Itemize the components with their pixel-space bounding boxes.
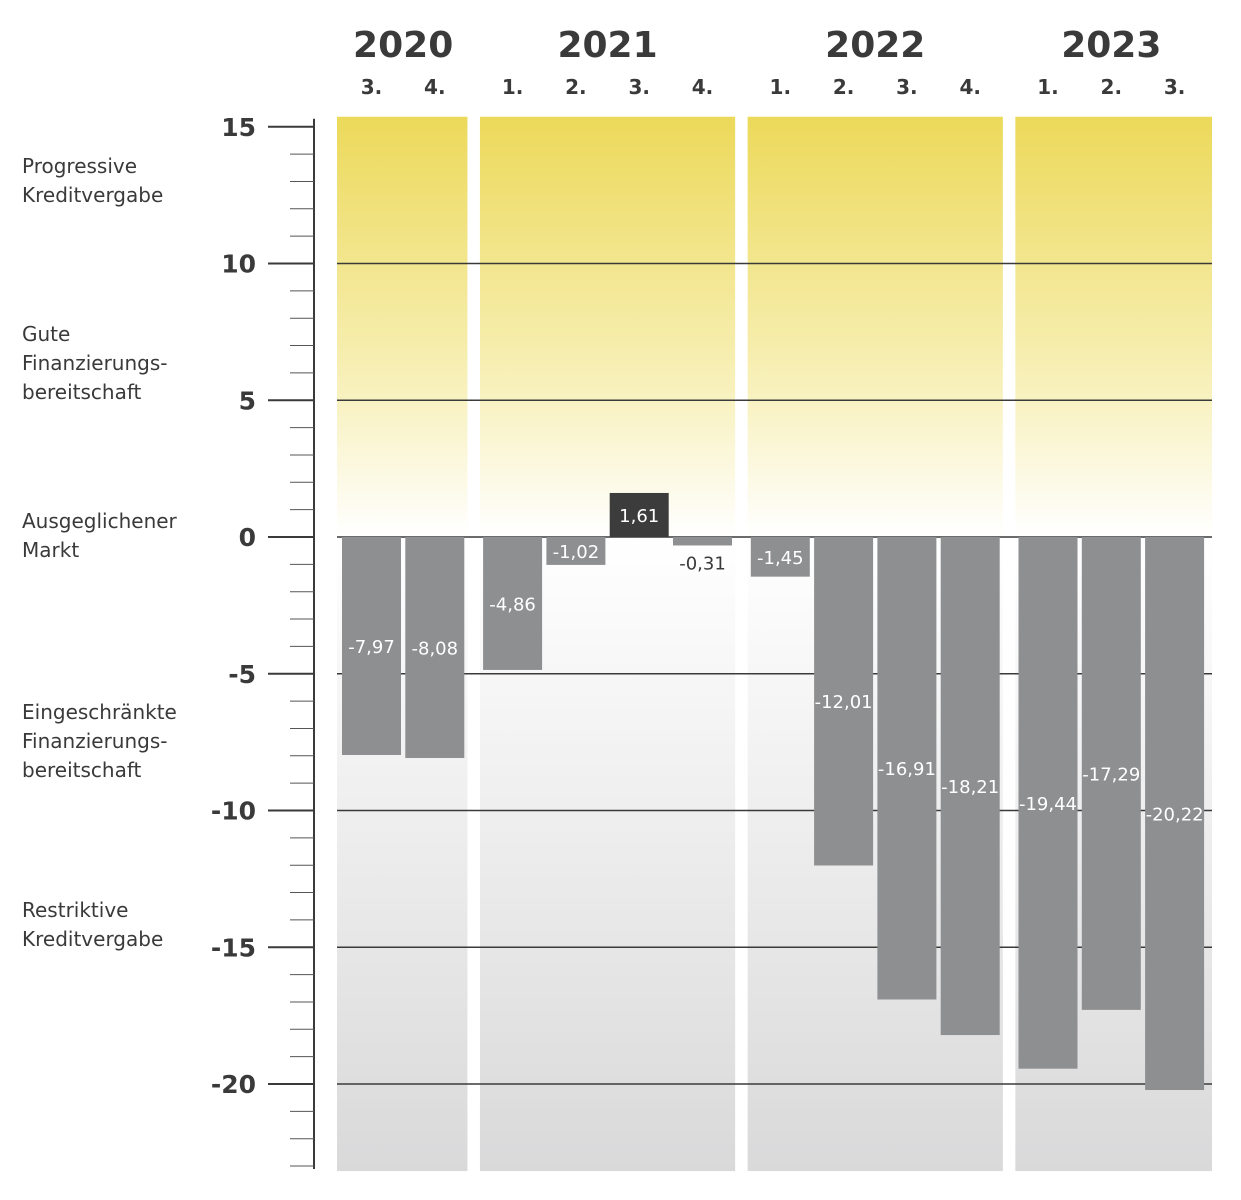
zone-label: Eingeschränkte Finanzierungs-bereitschaft [22, 700, 177, 782]
year-label: 2023 [1061, 25, 1161, 66]
value-label: -18,21 [941, 777, 999, 798]
value-label: -16,91 [878, 759, 936, 780]
bar [609, 492, 669, 537]
zone-label-line: Progressive [22, 154, 137, 178]
quarter-label: 3. [1164, 75, 1186, 99]
bar [673, 537, 732, 546]
zone-label: Gute Finanzierungs-bereitschaft [22, 322, 167, 404]
quarter-label: 3. [361, 75, 383, 99]
zone-label-line: bereitschaft [22, 380, 142, 404]
value-label: -4,86 [489, 594, 536, 615]
value-label: -7,97 [348, 637, 395, 658]
zone-label-line: Finanzierungs- [22, 729, 167, 753]
quarter-label: 1. [770, 75, 792, 99]
quarter-label: 3. [628, 75, 650, 99]
quarter-label: 4. [424, 75, 446, 99]
value-label: -8,08 [412, 638, 459, 659]
value-label: -1,45 [757, 548, 804, 569]
value-label: -17,29 [1082, 764, 1140, 785]
year-backgrounds [337, 116, 1212, 1172]
quarter-label: 1. [1037, 75, 1059, 99]
y-tick-label: 5 [239, 386, 256, 415]
zone-label-line: Ausgeglichener [22, 509, 178, 533]
zone-label-line: Gute [22, 322, 70, 346]
quarter-label: 4. [692, 75, 714, 99]
quarter-label: 3. [896, 75, 918, 99]
value-label: -19,44 [1019, 794, 1077, 815]
zone-label-line: bereitschaft [22, 758, 142, 782]
positive-zone-panel [1015, 116, 1212, 537]
bar [483, 537, 543, 670]
year-label: 2020 [353, 25, 453, 66]
quarter-label: 1. [502, 75, 524, 99]
quarter-label: 4. [959, 75, 981, 99]
value-label: -1,02 [553, 542, 600, 563]
bar [342, 537, 401, 755]
y-tick-label: -10 [211, 797, 256, 826]
positive-zone-panel [747, 116, 1003, 537]
zone-label: Progressive Kreditvergabe [22, 154, 163, 207]
bars [342, 492, 1205, 1091]
quarter-label: 2. [1101, 75, 1123, 99]
zone-label-line: Eingeschränkte [22, 700, 177, 724]
bar [546, 537, 606, 565]
y-tick-label: 0 [239, 523, 256, 552]
bar [1081, 537, 1141, 1010]
value-label: -12,01 [815, 692, 873, 713]
bar [405, 537, 465, 758]
zone-label-line: Finanzierungs- [22, 351, 167, 375]
value-label: -20,22 [1146, 805, 1204, 826]
positive-zone-panel [479, 116, 736, 537]
year-label: 2022 [825, 25, 925, 66]
quarter-label: 2. [833, 75, 855, 99]
positive-zone-panel [337, 116, 468, 537]
quarter-label: 2. [565, 75, 587, 99]
zone-label: Restriktive Kreditvergabe [22, 898, 163, 951]
y-tick-label: -15 [211, 933, 256, 962]
bar [814, 537, 874, 866]
zone-label-line: Restriktive [22, 898, 128, 922]
y-tick-label: 15 [221, 113, 256, 142]
zone-label-line: Markt [22, 538, 79, 562]
zone-label: Ausgeglichener Markt [22, 509, 178, 562]
y-axis: 15 10 5 0 -5 -10 -15 -20 [211, 113, 315, 1170]
year-label: 2021 [557, 25, 657, 66]
y-tick-label: -5 [228, 660, 256, 689]
bar [1145, 537, 1205, 1091]
bar [1018, 537, 1078, 1069]
value-label: 1,61 [619, 506, 659, 527]
y-tick-label: -20 [211, 1070, 256, 1099]
zone-label-line: Kreditvergabe [22, 183, 163, 207]
zone-label-line: Kreditvergabe [22, 927, 163, 951]
y-tick-label: 10 [221, 250, 256, 279]
labels: Progressive Kreditvergabe Gute Finanzierung… [22, 25, 1204, 951]
value-label: -0,31 [679, 553, 726, 574]
bar [750, 537, 810, 577]
bar [940, 537, 1000, 1036]
bar [877, 537, 937, 1000]
